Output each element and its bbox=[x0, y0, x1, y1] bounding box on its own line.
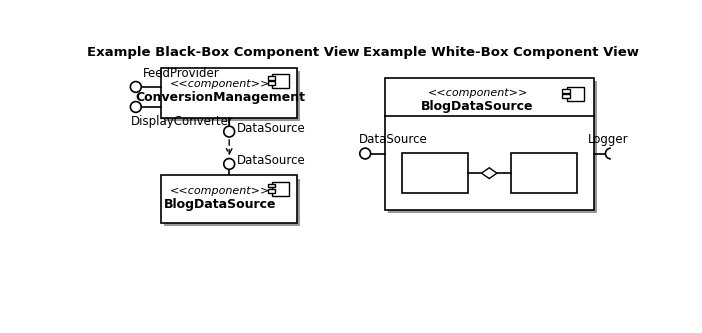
Text: <<component>>: <<component>> bbox=[428, 89, 528, 99]
Bar bbox=[402, 153, 468, 193]
Text: Example Black-Box Component View: Example Black-Box Component View bbox=[87, 46, 359, 59]
Bar bbox=[272, 74, 289, 88]
Text: DisplayConverter: DisplayConverter bbox=[131, 115, 233, 128]
Text: <<component>>: <<component>> bbox=[170, 79, 270, 89]
Circle shape bbox=[131, 102, 141, 112]
Text: Example White-Box Component View: Example White-Box Component View bbox=[363, 46, 639, 59]
Text: ConversionManagement: ConversionManagement bbox=[135, 91, 305, 104]
Bar bbox=[267, 76, 275, 80]
Circle shape bbox=[131, 82, 141, 92]
Text: Blog: Blog bbox=[420, 167, 449, 180]
Text: DataSource: DataSource bbox=[359, 133, 428, 146]
Bar bbox=[272, 181, 289, 195]
Bar bbox=[161, 68, 297, 118]
Bar bbox=[567, 87, 584, 101]
Bar bbox=[388, 81, 597, 213]
Bar bbox=[385, 78, 594, 210]
Text: <<component>>: <<component>> bbox=[170, 186, 270, 196]
Bar bbox=[562, 89, 570, 93]
Circle shape bbox=[224, 159, 234, 169]
Bar bbox=[511, 153, 577, 193]
Bar bbox=[267, 81, 275, 85]
Bar bbox=[164, 178, 300, 226]
Bar bbox=[164, 71, 300, 121]
Text: Entry: Entry bbox=[527, 167, 560, 180]
Bar bbox=[161, 175, 297, 223]
Bar bbox=[267, 189, 275, 193]
Text: DataSource: DataSource bbox=[237, 122, 305, 135]
Text: Logger: Logger bbox=[588, 133, 628, 146]
Text: BlogDataSource: BlogDataSource bbox=[421, 100, 534, 113]
Bar bbox=[562, 95, 570, 98]
Text: FeedProvider: FeedProvider bbox=[143, 67, 220, 80]
Bar bbox=[267, 183, 275, 187]
Circle shape bbox=[360, 148, 371, 159]
Text: DataSource: DataSource bbox=[237, 155, 305, 167]
Text: BlogDataSource: BlogDataSource bbox=[164, 198, 276, 211]
Polygon shape bbox=[482, 168, 497, 178]
Circle shape bbox=[224, 126, 234, 137]
